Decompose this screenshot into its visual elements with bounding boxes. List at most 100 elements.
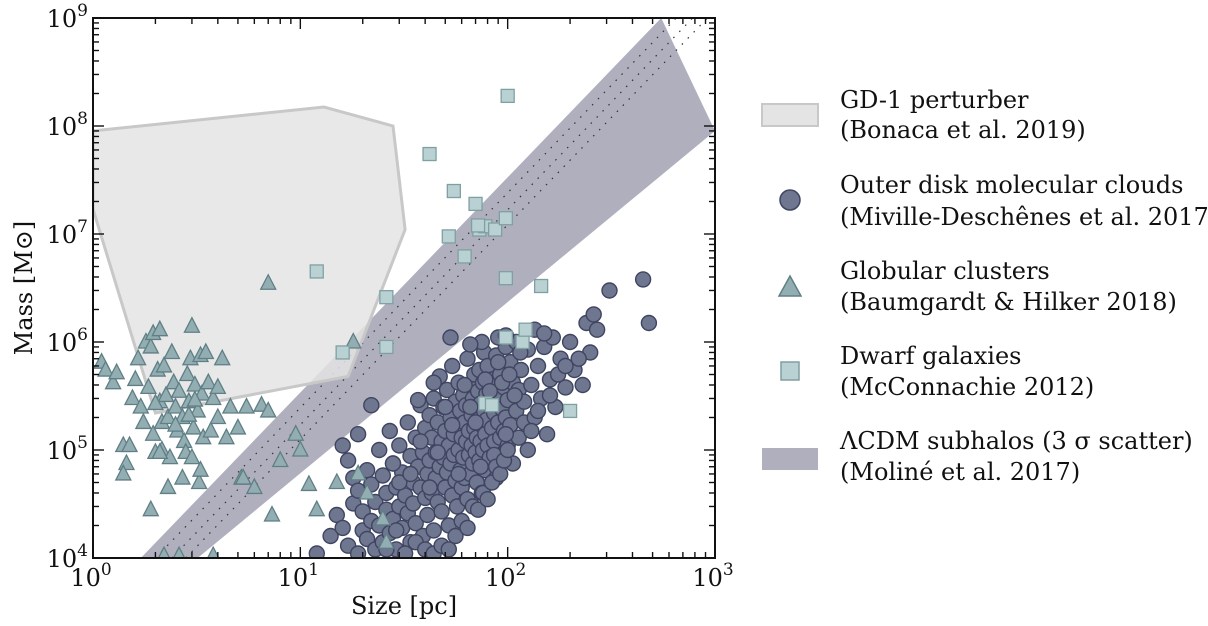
dwarf-point-11: [487, 222, 503, 237]
globular-point-34: [178, 364, 196, 382]
cloud-point-213: [447, 527, 464, 545]
cloud-point-227: [541, 387, 559, 404]
globular-point-45: [197, 342, 215, 360]
dwarf-point-15: [498, 330, 513, 345]
dwarf-point-12: [498, 211, 513, 226]
globular-point-23: [157, 385, 175, 403]
globular-point-76: [173, 468, 192, 485]
cloud-point-5: [339, 452, 357, 469]
globular-point-61: [263, 505, 281, 522]
cloud-point-224: [499, 441, 516, 459]
lcdm-median-lines: [154, 18, 708, 558]
globular-point-52: [221, 397, 239, 414]
lcdm-subhalo-band: [140, 18, 715, 558]
legend-ref-clouds: (Miville-Deschênes et al. 2017): [840, 203, 1208, 231]
globular-point-1: [97, 360, 115, 377]
globular-point-77: [183, 447, 201, 465]
globular-point-56: [245, 477, 263, 495]
cloud-point-77: [444, 357, 461, 375]
legend-label-subhalos: ΛCDM subhalos (3 σ scatter): [839, 427, 1193, 455]
globular-point-38: [184, 418, 202, 435]
legend-label-perturber: GD-1 perturber: [840, 86, 1029, 114]
cloud-point-175: [561, 333, 579, 351]
cloud-point-3: [334, 519, 351, 537]
subhalo-dotted-line-2: [185, 18, 708, 558]
cloud-point-25: [381, 422, 398, 440]
cloud-point-8: [349, 545, 367, 558]
globular-point-26: [163, 342, 181, 360]
y-tick-label-4: 108: [47, 109, 88, 141]
cloud-point-174: [557, 379, 574, 396]
y-axis-title: Mass [M⊙]: [10, 221, 38, 356]
globular-point-86: [120, 435, 139, 453]
legend-item-dwarf: Dwarf galaxies (McConnachie 2012): [780, 342, 1094, 401]
cloud-point-195: [467, 414, 484, 431]
x-tick-label-0: 100: [70, 560, 111, 592]
cloud-point-18: [371, 441, 388, 459]
cloud-point-196: [472, 458, 489, 475]
legend-ref-globular: (Baumgardt & Hilker 2018): [840, 288, 1177, 316]
globular-point-62: [287, 424, 305, 441]
globular-point-73: [142, 499, 160, 517]
cloud-point-181: [588, 321, 606, 338]
dwarf-point-0: [309, 264, 324, 279]
globular-point-67: [349, 464, 367, 481]
cloud-point-189: [429, 444, 446, 461]
globular-point-22: [155, 356, 173, 373]
cloud-point-36: [399, 414, 416, 431]
globular-point-19: [151, 319, 169, 337]
cloud-point-177: [574, 376, 591, 394]
dwarf-point-6: [446, 183, 461, 199]
cloud-point-225: [523, 422, 540, 440]
legend-item-globular: Globular clusters (Baumgardt & Hilker 20…: [777, 257, 1177, 316]
dwarf-point-1: [335, 345, 350, 360]
cloud-point-71: [438, 381, 456, 399]
cloud-point-206: [388, 522, 405, 539]
globular-point-40: [189, 401, 207, 418]
cloud-point-238: [442, 329, 459, 346]
cloud-point-96: [459, 350, 476, 367]
globular-point-60: [271, 450, 289, 468]
legend-label-globular: Globular clusters: [840, 257, 1050, 285]
legend-label-clouds: Outer disk molecular clouds: [840, 171, 1183, 199]
dwarf-point-21: [484, 398, 500, 413]
dwarf-point-19: [562, 403, 578, 419]
globular-cluster-points: [93, 273, 395, 558]
cloud-point-215: [459, 519, 476, 537]
globular-point-51: [217, 427, 235, 445]
cloud-point-56: [425, 522, 442, 539]
globular-point-50: [213, 348, 231, 366]
globular-point-72: [234, 468, 252, 485]
cloud-point-230: [570, 350, 587, 367]
cloud-point-219: [479, 491, 496, 508]
cloud-point-193: [456, 376, 473, 394]
globular-point-88: [146, 393, 164, 411]
cloud-point-229: [557, 357, 574, 375]
globular-point-82: [180, 405, 198, 422]
globular-point-46: [199, 372, 217, 390]
dwarf-point-3: [379, 339, 394, 355]
cloud-point-202: [497, 426, 514, 443]
dwarf-point-14: [498, 271, 513, 286]
cloud-point-186: [402, 465, 419, 483]
cloud-point-180: [585, 306, 602, 323]
globular-point-71: [328, 472, 346, 490]
x-tick-label-2: 102: [485, 560, 526, 592]
x-tick-label-1: 101: [278, 560, 319, 592]
cloud-point-1: [322, 527, 339, 545]
cloud-point-191: [444, 416, 461, 434]
dwarf-point-22: [470, 218, 486, 233]
globular-point-4: [117, 453, 136, 471]
globular-point-12: [139, 377, 157, 395]
cloud-point-0: [308, 545, 325, 558]
legend-ref-dwarf: (McConnachie 2012): [840, 373, 1094, 401]
globular-point-53: [229, 418, 247, 435]
cloud-point-217: [469, 501, 487, 518]
cloud-point-184: [640, 314, 658, 332]
legend-swatch-subhalos: [762, 448, 818, 470]
cloud-point-182: [601, 282, 618, 299]
cloud-point-237: [334, 437, 351, 454]
subhalo-dotted-line-1: [171, 18, 694, 558]
dwarf-point-16: [515, 334, 530, 350]
dwarf-point-17: [518, 322, 533, 337]
